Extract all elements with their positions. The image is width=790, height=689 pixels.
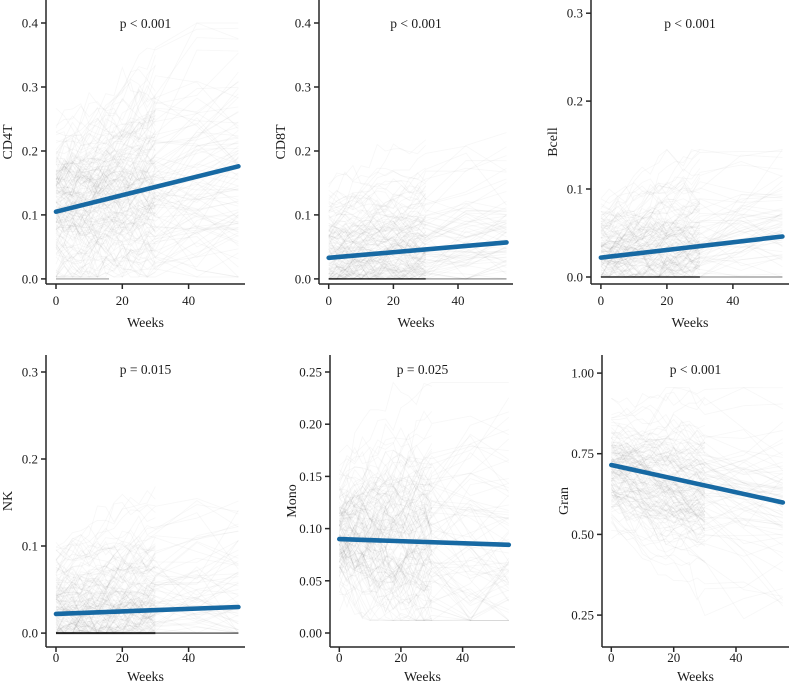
y-tick-label: 0.75: [571, 446, 594, 461]
y-tick-label: 0.3: [295, 80, 311, 95]
x-tick-label: 0: [598, 293, 605, 308]
panel-CD8T: 0.0 0.1 0.2 0.3 0.4 0 20 40 Weeks CD8T p < 0.001: [274, 0, 513, 331]
y-tick-label: 0.0: [567, 270, 583, 285]
p-value-label: p < 0.001: [670, 362, 722, 377]
x-tick-label: 0: [325, 293, 332, 308]
y-tick-label: 0.1: [567, 182, 583, 197]
trend-line: [326, 240, 509, 261]
y-tick-label: 0.4: [22, 16, 39, 31]
x-axis-title: Weeks: [404, 670, 441, 685]
y-tick-label: 0.2: [22, 452, 38, 467]
y-tick-label: 0.1: [22, 539, 38, 554]
x-tick-label: 40: [182, 650, 195, 665]
x-tick-label: 20: [387, 293, 400, 308]
individual-trajectory-lines: [339, 383, 509, 621]
panel-Gran: 0.25 0.50 0.75 1.00 0 20 40 Weeks Gran p < 0.001: [557, 355, 789, 685]
y-axis-title: Gran: [557, 487, 572, 515]
trend-line: [337, 536, 512, 548]
individual-trajectory-lines: [56, 23, 238, 277]
y-tick-label: 0.25: [299, 365, 322, 380]
y-tick-label: 0.10: [299, 521, 322, 536]
y-tick-label: 0.4: [295, 16, 312, 31]
y-tick-label: 0.3: [22, 80, 38, 95]
x-tick-label: 20: [116, 293, 129, 308]
x-tick-label: 20: [660, 293, 673, 308]
y-tick-label: 0.25: [571, 608, 594, 623]
panel-NK: 0.0 0.1 0.2 0.3 0 20 40 Weeks NK p = 0.015: [1, 355, 245, 685]
axes: [45, 355, 245, 648]
y-axis-title: NK: [1, 491, 16, 511]
trend-line: [609, 462, 786, 505]
x-axis-title: Weeks: [127, 670, 164, 685]
x-tick-label: 40: [182, 293, 195, 308]
y-axis-title: Bcell: [546, 127, 561, 157]
y-axis-title: CD8T: [274, 124, 289, 159]
x-tick-label: 40: [726, 293, 739, 308]
panel-Bcell: 0.0 0.1 0.2 0.3 0 20 40 Weeks Bcell p < 0.001: [546, 0, 789, 331]
p-value-label: p < 0.001: [120, 16, 172, 31]
x-axis-title: Weeks: [127, 316, 164, 331]
axes: [590, 0, 789, 285]
y-tick-label: 0.1: [22, 207, 38, 222]
x-tick-label: 20: [667, 650, 680, 665]
y-axis-title: CD4T: [1, 124, 16, 159]
x-tick-label: 0: [336, 650, 343, 665]
x-tick-label: 0: [53, 293, 60, 308]
x-axis-title: Weeks: [398, 316, 435, 331]
y-tick-label: 0.0: [295, 271, 311, 286]
x-tick-label: 20: [116, 650, 129, 665]
x-tick-label: 40: [452, 293, 465, 308]
trend-line: [53, 164, 241, 214]
x-axis-title: Weeks: [677, 670, 714, 685]
x-tick-label: 40: [730, 650, 743, 665]
panel-CD4T: 0.0 0.1 0.2 0.3 0.4 0 20 40 Weeks CD4T p < 0.001: [1, 0, 245, 331]
y-tick-label: 0.3: [22, 365, 38, 380]
y-tick-label: 0.50: [571, 527, 594, 542]
x-tick-label: 20: [394, 650, 407, 665]
axes: [45, 0, 245, 285]
y-tick-label: 1.00: [571, 366, 594, 381]
x-tick-label: 0: [608, 650, 615, 665]
panel-Mono: 0.00 0.05 0.10 0.15 0.20 0.25 0 20 40 Weeks Mono p …: [285, 355, 515, 685]
x-tick-label: 40: [456, 650, 469, 665]
y-tick-label: 0.2: [567, 94, 583, 109]
trend-line: [598, 234, 785, 260]
p-value-label: p < 0.001: [664, 16, 716, 31]
axes: [318, 0, 513, 285]
x-tick-label: 0: [53, 650, 60, 665]
y-tick-label: 0.2: [295, 144, 311, 159]
individual-trajectory-lines: [601, 150, 783, 278]
x-axis-title: Weeks: [672, 316, 709, 331]
y-axis-title: Mono: [285, 484, 300, 517]
individual-trajectory-lines: [611, 388, 783, 619]
axes: [329, 355, 515, 648]
axes: [601, 355, 789, 648]
y-tick-label: 0.00: [299, 626, 322, 641]
y-tick-label: 0.2: [22, 144, 38, 159]
y-tick-label: 0.0: [22, 626, 38, 641]
y-tick-label: 0.05: [299, 573, 322, 588]
p-value-label: p < 0.001: [390, 16, 442, 31]
p-value-label: p = 0.025: [397, 362, 449, 377]
y-tick-label: 0.1: [295, 207, 311, 222]
y-tick-label: 0.15: [299, 469, 322, 484]
trend-line: [53, 604, 241, 617]
y-tick-label: 0.3: [567, 6, 583, 21]
y-tick-label: 0.20: [299, 417, 322, 432]
p-value-label: p = 0.015: [120, 362, 172, 377]
y-tick-label: 0.0: [22, 271, 38, 286]
